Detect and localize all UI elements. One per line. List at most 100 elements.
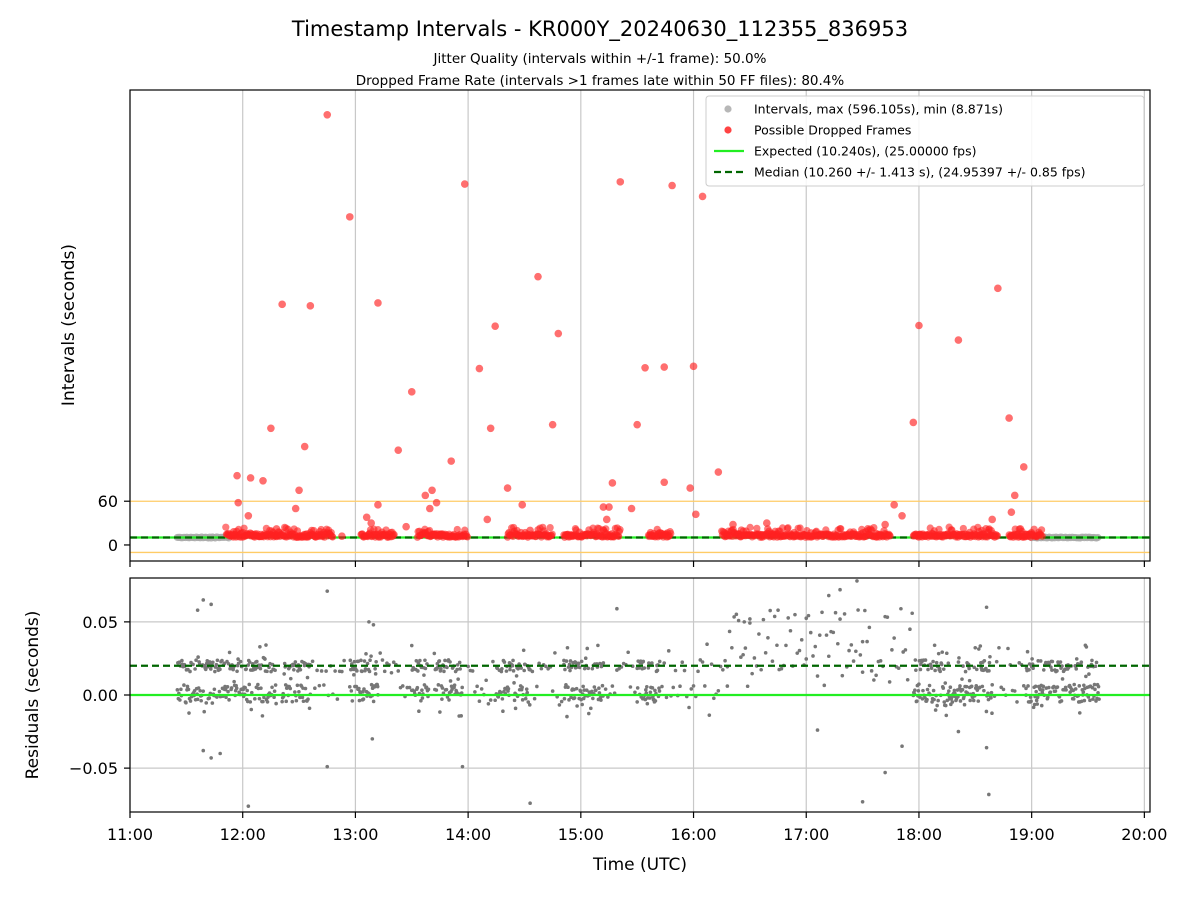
residual-point <box>284 699 289 704</box>
residual-point <box>246 804 251 808</box>
residual-point <box>921 688 925 693</box>
residual-point <box>380 658 385 662</box>
residual-point <box>530 669 535 674</box>
residual-point <box>238 659 243 664</box>
x-tick-label: 18:00 <box>896 825 942 844</box>
residual-point <box>590 666 595 671</box>
residual-point <box>635 700 639 704</box>
residual-point <box>500 697 505 701</box>
residual-point <box>1084 645 1089 649</box>
residual-point <box>815 674 820 678</box>
residual-point <box>557 703 562 707</box>
dropped-frame-point <box>837 525 845 533</box>
legend-label: Expected (10.240s), (25.00000 fps) <box>754 144 976 159</box>
residual-point <box>272 695 276 700</box>
residual-point <box>566 685 570 690</box>
residual-point <box>227 650 232 655</box>
residual-point <box>946 661 951 665</box>
residual-point <box>657 686 661 690</box>
residual-point <box>1034 689 1038 694</box>
residual-point <box>303 686 308 691</box>
residual-point <box>860 670 865 674</box>
top-y-tick-label: 0 <box>108 536 118 555</box>
residual-point <box>918 667 923 672</box>
residual-point <box>856 608 860 612</box>
residual-point <box>218 751 222 756</box>
residual-point <box>752 656 757 660</box>
dropped-frame-point <box>915 321 923 330</box>
residual-point <box>804 657 809 661</box>
dropped-frame-point <box>714 468 723 476</box>
dropped-frame-point <box>233 471 241 480</box>
residual-point <box>203 667 208 672</box>
residual-point <box>788 628 793 633</box>
residual-point <box>196 686 201 690</box>
residual-point <box>559 699 564 704</box>
residual-point <box>919 662 923 667</box>
residual-point <box>447 698 451 702</box>
residual-point <box>878 659 883 663</box>
residual-point <box>417 709 421 713</box>
residual-point <box>930 700 934 704</box>
residual-point <box>528 801 532 806</box>
residual-point <box>466 664 470 669</box>
residual-point <box>1041 668 1046 672</box>
residual-point <box>1079 660 1084 664</box>
residual-point <box>941 686 946 690</box>
residual-point <box>590 689 594 694</box>
dropped-frame-point <box>362 513 371 522</box>
residual-point <box>1060 677 1065 681</box>
residual-point <box>583 656 588 660</box>
residual-point <box>288 686 293 691</box>
residual-point <box>936 698 940 703</box>
dropped-frame-point <box>272 525 281 533</box>
residual-point <box>628 685 633 689</box>
residual-point <box>460 764 465 769</box>
dropped-frame-point <box>390 530 398 539</box>
residual-point <box>597 686 601 690</box>
residual-point <box>473 690 477 694</box>
dropped-frame-point <box>323 110 332 119</box>
x-tick-label: 20:00 <box>1121 825 1167 844</box>
residual-point <box>439 667 443 671</box>
residual-point <box>635 686 640 690</box>
residual-point <box>700 660 705 664</box>
residual-point <box>506 687 511 691</box>
residual-point <box>956 660 961 664</box>
residual-point <box>1021 684 1026 688</box>
residual-point <box>301 699 306 704</box>
residual-point <box>282 661 287 666</box>
residual-point <box>716 689 721 693</box>
residual-point <box>419 698 423 703</box>
residual-point <box>553 651 557 655</box>
dropped-frame-point <box>295 486 303 495</box>
residual-point <box>956 729 961 734</box>
residual-point <box>811 654 815 658</box>
residual-point <box>355 669 359 673</box>
residual-point <box>193 667 197 671</box>
dropped-frame-point <box>1037 526 1046 534</box>
residual-point <box>347 685 352 689</box>
residual-point <box>445 665 449 670</box>
residual-point <box>396 669 401 673</box>
x-tick-label: 11:00 <box>107 825 153 844</box>
residual-point <box>479 687 484 691</box>
residual-point <box>885 615 890 619</box>
residual-point <box>565 645 570 650</box>
residual-point <box>657 689 662 693</box>
residual-point <box>207 660 212 664</box>
residual-point <box>415 685 420 690</box>
residual-point <box>1074 657 1079 661</box>
residual-point <box>544 664 548 669</box>
dropped-frame-point <box>526 526 534 535</box>
residual-point <box>191 662 195 667</box>
residual-point <box>550 689 555 693</box>
legend-label: Possible Dropped Frames <box>754 123 911 138</box>
residual-point <box>1077 711 1082 715</box>
residual-point <box>349 689 354 693</box>
residual-point <box>974 684 979 688</box>
residual-point <box>298 668 303 672</box>
residual-point <box>822 683 827 688</box>
residual-point <box>457 660 462 665</box>
